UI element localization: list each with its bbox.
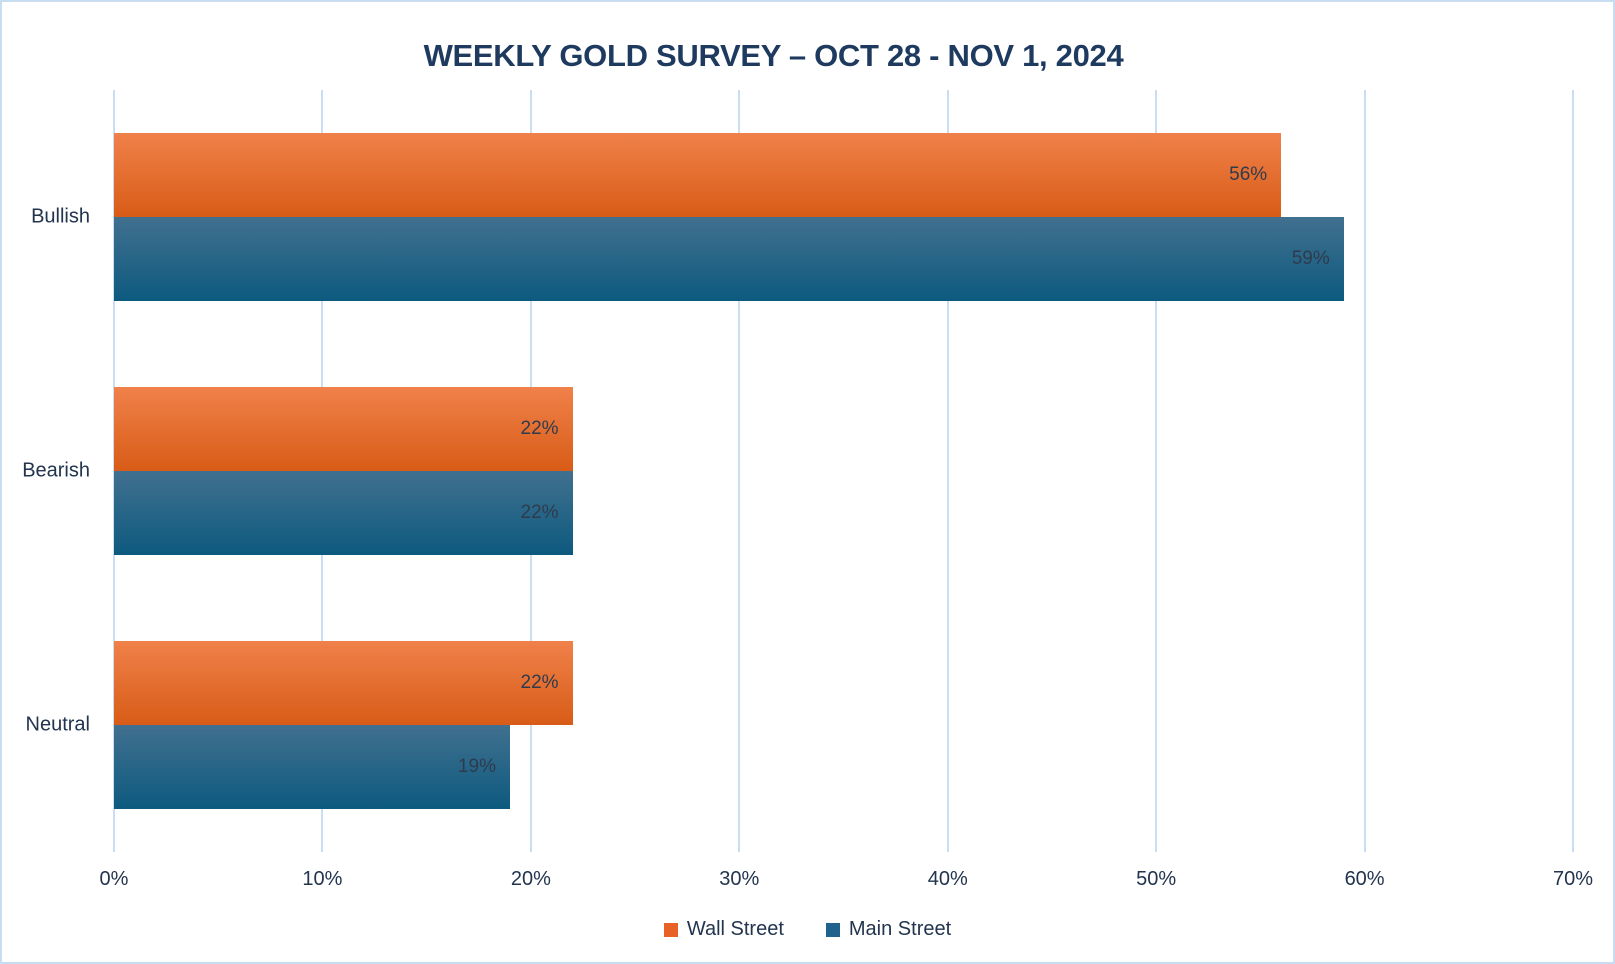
x-tick-label: 10% <box>302 868 343 890</box>
bar-main-street-bullish: 59% <box>114 217 1344 301</box>
bar-value-label: 22% <box>520 502 559 523</box>
bar-value-label: 59% <box>1291 248 1330 269</box>
bar-wall-street-neutral: 22% <box>114 641 573 725</box>
legend-swatch-wall-street-icon <box>663 922 678 937</box>
legend-swatch-main-street-icon <box>825 922 840 937</box>
x-tick-label: 50% <box>1136 868 1177 890</box>
bar-value-label: 56% <box>1229 164 1268 185</box>
gridline <box>946 90 949 852</box>
x-tick-label: 60% <box>1344 868 1385 890</box>
bar-wall-street-bearish: 22% <box>114 387 573 471</box>
legend-label-main-street: Main Street <box>848 918 952 940</box>
x-tick-label: 70% <box>1552 868 1594 890</box>
category-label-neutral: Neutral <box>25 713 90 736</box>
legend-item-main-street: Main Street <box>825 918 952 941</box>
x-tick-label: 30% <box>719 868 760 890</box>
category-label-bullish: Bullish <box>31 205 90 228</box>
bar-main-street-bearish: 22% <box>114 471 573 555</box>
bar-value-label: 22% <box>520 418 559 439</box>
bar-main-street-neutral: 19% <box>114 725 511 809</box>
gridline <box>1155 90 1158 852</box>
x-tick-label: 20% <box>510 868 551 890</box>
gridline <box>1363 90 1366 852</box>
legend: Wall Street Main Street <box>2 918 1613 941</box>
x-tick-label: 0% <box>99 868 129 890</box>
x-tick-label: 40% <box>927 868 968 890</box>
category-label-bearish: Bearish <box>22 459 90 482</box>
bar-wall-street-bullish: 56% <box>114 133 1282 217</box>
gridline <box>1572 90 1574 852</box>
legend-label-wall-street: Wall Street <box>686 918 784 940</box>
bar-value-label: 22% <box>520 672 559 693</box>
gridline <box>738 90 741 852</box>
chart-title: WEEKLY GOLD SURVEY – OCT 28 - NOV 1, 202… <box>423 38 1124 73</box>
bar-value-label: 19% <box>457 756 497 777</box>
legend-item-wall-street: Wall Street <box>663 918 784 941</box>
